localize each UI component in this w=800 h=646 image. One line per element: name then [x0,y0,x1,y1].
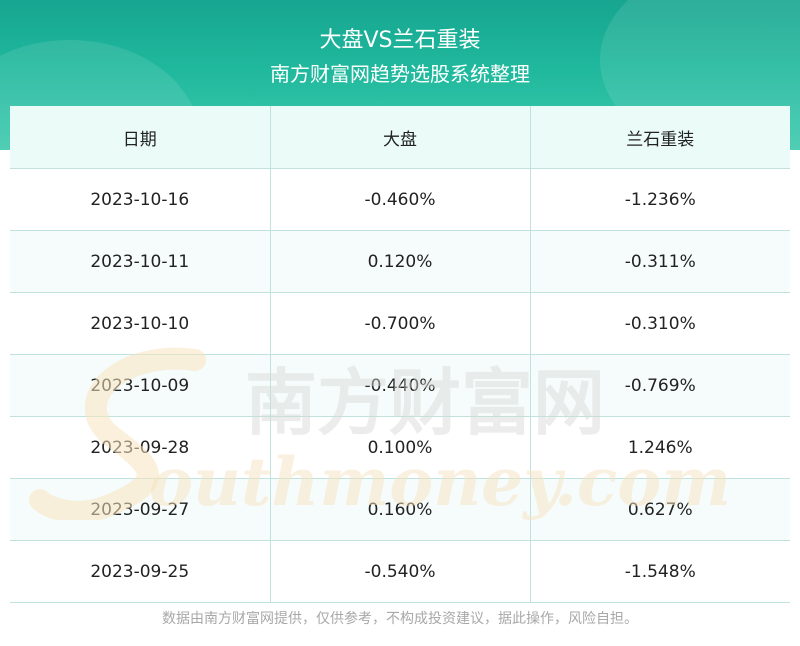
cell-market-change: -0.700% [270,292,531,355]
cell-market-change: 0.100% [270,416,531,479]
cell-stock-change: 1.246% [530,416,790,479]
cell-stock-change: -1.548% [530,540,790,603]
cell-stock-change: -0.311% [530,230,790,293]
page-subtitle: 南方财富网趋势选股系统整理 [270,62,530,86]
table-row: 2023-09-28 0.100% 1.246% [10,416,790,479]
cell-date: 2023-09-27 [10,478,271,541]
table-row: 2023-09-27 0.160% 0.627% [10,478,790,541]
cell-date: 2023-10-11 [10,230,271,293]
table-header-row: 日期 大盘 兰石重装 [10,106,790,169]
page-title: 大盘VS兰石重装 [319,28,481,53]
table-row: 2023-10-16 -0.460% -1.236% [10,168,790,231]
column-header-stock: 兰石重装 [530,106,790,169]
cell-date: 2023-09-25 [10,540,271,603]
column-header-market: 大盘 [270,106,531,169]
column-header-date: 日期 [10,106,271,169]
cell-date: 2023-10-09 [10,354,271,417]
table-row: 2023-10-11 0.120% -0.311% [10,230,790,293]
cell-market-change: -0.540% [270,540,531,603]
cell-stock-change: -1.236% [530,168,790,231]
comparison-table: 日期 大盘 兰石重装 2023-10-16 -0.460% -1.236% 20… [10,106,790,603]
table-row: 2023-10-09 -0.440% -0.769% [10,354,790,417]
cell-market-change: -0.460% [270,168,531,231]
cell-date: 2023-10-10 [10,292,271,355]
cell-market-change: -0.440% [270,354,531,417]
cell-market-change: 0.160% [270,478,531,541]
cell-date: 2023-10-16 [10,168,271,231]
table-row: 2023-10-10 -0.700% -0.310% [10,292,790,355]
cell-stock-change: -0.769% [530,354,790,417]
cell-stock-change: -0.310% [530,292,790,355]
table-card: 日期 大盘 兰石重装 2023-10-16 -0.460% -1.236% 20… [10,106,790,603]
cell-stock-change: 0.627% [530,478,790,541]
cell-date: 2023-09-28 [10,416,271,479]
table-row: 2023-09-25 -0.540% -1.548% [10,540,790,603]
footer-disclaimer: 数据由南方财富网提供，仅供参考，不构成投资建议，据此操作，风险自担。 [162,611,638,627]
cell-market-change: 0.120% [270,230,531,293]
